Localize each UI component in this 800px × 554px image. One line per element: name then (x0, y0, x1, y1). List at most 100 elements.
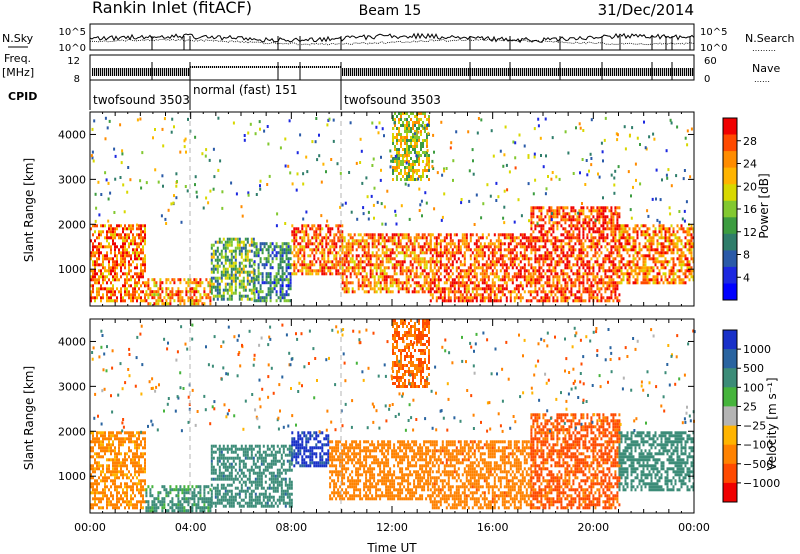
echo-pixel (142, 272, 144, 276)
echo-pixel (610, 218, 613, 222)
echo-pixel (672, 272, 675, 276)
freq-mark (342, 68, 344, 76)
echo-pixel (580, 254, 583, 258)
echo-pixel (441, 254, 444, 258)
echo-pixel (540, 278, 543, 282)
echo-pixel (94, 254, 96, 258)
echo-pixel (560, 293, 563, 297)
echo-pixel (420, 145, 422, 148)
echo-pixel (132, 233, 134, 237)
echo-pixel (375, 257, 378, 261)
echo-pixel (303, 224, 306, 228)
freq-mark (448, 68, 450, 76)
echo-pixel (122, 299, 124, 303)
echo-pixel (608, 278, 611, 282)
echo-pixel (540, 266, 543, 270)
echo-pixel (596, 260, 599, 264)
echo-pixel (690, 272, 693, 276)
echo-pixel (604, 281, 607, 285)
echo-pixel (289, 284, 292, 288)
echo-pixel (568, 245, 571, 249)
echo-pixel (232, 276, 235, 280)
echo-pixel (604, 299, 607, 303)
echo-pixel (214, 249, 217, 253)
freq-mark (502, 68, 504, 76)
echo-pixel (228, 285, 231, 289)
echo-pixel (159, 299, 162, 303)
echo-pixel (576, 278, 579, 282)
echo-pixel (554, 260, 557, 264)
echo-pixel (90, 275, 92, 279)
echo-pixel (265, 293, 268, 297)
echo-pixel (230, 270, 233, 274)
echo-pixel (604, 245, 607, 249)
freq-mark (670, 68, 672, 76)
echo-pixel (493, 242, 496, 246)
echo-pixel (686, 239, 689, 243)
echo-pixel (521, 275, 524, 279)
echo-pixel (385, 245, 388, 249)
echo-pixel (381, 233, 384, 237)
freq-mark (214, 66, 216, 68)
echo-pixel (552, 275, 555, 279)
echo-pixel (465, 233, 468, 237)
echo-pixel (584, 221, 587, 225)
echo-pixel (400, 145, 402, 148)
echo-pixel (610, 290, 613, 294)
echo-pixel (337, 236, 340, 240)
echo-pixel (118, 290, 120, 294)
echo-pixel (240, 261, 243, 265)
echo-pixel (130, 242, 132, 246)
echo-pixel (212, 252, 215, 256)
echo-pixel (540, 254, 543, 258)
echo-pixel (275, 293, 278, 297)
echo-pixel (392, 172, 394, 175)
echo-pixel (418, 169, 420, 172)
echo-pixel (424, 115, 426, 118)
echo-pixel (672, 239, 675, 243)
echo-pixel (283, 293, 286, 297)
echo-pixel (391, 242, 394, 246)
echo-pixel (404, 160, 406, 163)
echo-pixel (437, 236, 440, 240)
echo-pixel (261, 278, 264, 282)
freq-mark (266, 66, 268, 68)
echo-pixel (327, 260, 330, 264)
echo-pixel (459, 251, 462, 255)
freq-mark (588, 68, 590, 76)
echo-pixel (108, 224, 110, 228)
echo-pixel (590, 239, 593, 243)
echo-pixel (236, 243, 239, 247)
echo-pixel (259, 257, 262, 261)
echo-pixel (153, 281, 156, 285)
echo-pixel (592, 206, 595, 210)
echo-pixel (515, 284, 518, 288)
echo-pixel (602, 269, 605, 273)
echo-pixel (429, 239, 432, 243)
echo-pixel (489, 266, 492, 270)
echo-pixel (230, 285, 233, 289)
echo-pixel (652, 236, 655, 240)
echo-pixel (427, 248, 430, 252)
echo-pixel (395, 260, 398, 264)
echo-pixel (387, 275, 390, 279)
echo-pixel (598, 266, 601, 270)
echo-pixel (106, 257, 108, 261)
echo-pixel (532, 236, 535, 240)
echo-pixel (96, 290, 98, 294)
echo-pixel (410, 112, 412, 115)
freq-mark (620, 68, 622, 76)
echo-pixel (461, 236, 464, 240)
echo-pixel (398, 163, 400, 166)
echo-pixel (614, 284, 617, 288)
echo-pixel (487, 266, 490, 270)
echo-pixel (259, 287, 262, 291)
echo-pixel (259, 187, 262, 191)
echo-pixel (345, 245, 348, 249)
echo-pixel (405, 248, 408, 252)
freq-label: Freq. (4, 52, 31, 65)
echo-pixel (558, 177, 561, 181)
echo-pixel (375, 263, 378, 267)
echo-pixel (362, 212, 365, 216)
echo-pixel (423, 263, 426, 267)
